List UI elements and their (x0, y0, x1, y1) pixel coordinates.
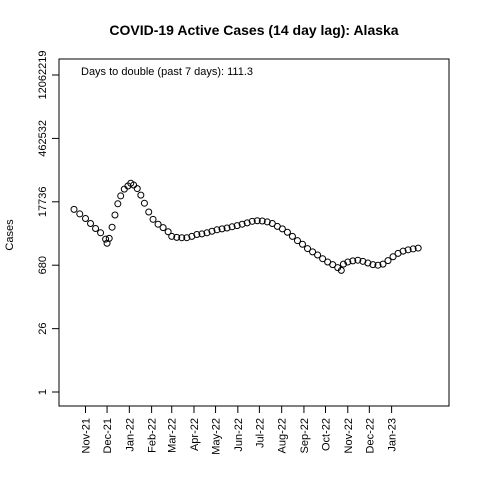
data-point (293, 237, 301, 245)
data-point (193, 230, 201, 238)
data-point (288, 232, 296, 240)
data-point (299, 240, 307, 248)
data-point (369, 261, 377, 269)
data-point (87, 220, 95, 228)
data-point (81, 215, 89, 223)
x-tick-label: Apr-22 (189, 418, 201, 451)
data-point (258, 217, 266, 225)
x-tick-label: Dec-22 (364, 418, 376, 453)
x-tick-label: Jun-22 (233, 418, 245, 452)
data-point (97, 229, 105, 237)
data-point (164, 228, 172, 236)
data-point (137, 191, 145, 199)
data-point (243, 219, 251, 227)
data-point (108, 223, 116, 231)
data-point (404, 246, 412, 254)
data-point (154, 220, 162, 228)
x-axis: Nov-21 Dec-21 Jan-22 Feb-22 Mar-22 Apr-22 May-… (80, 406, 399, 455)
data-point (344, 258, 352, 266)
data-points (70, 179, 422, 274)
data-point (117, 192, 125, 200)
data-point (339, 260, 347, 268)
data-point (349, 257, 357, 265)
x-tick-label: Dec-21 (102, 418, 114, 453)
data-point (203, 229, 211, 237)
data-point (384, 257, 392, 265)
data-point (374, 261, 382, 269)
data-point (379, 260, 387, 268)
data-point (140, 199, 148, 207)
data-point (319, 255, 327, 263)
x-tick-label: Oct-22 (320, 418, 332, 451)
y-axis-label: Cases (4, 219, 16, 251)
doubling-annotation: Days to double (past 7 days): 111.3 (81, 66, 253, 78)
y-tick-label: 462532 (37, 120, 49, 157)
data-point (223, 224, 231, 232)
data-point (76, 210, 84, 218)
data-point (70, 205, 78, 213)
data-point (228, 223, 236, 231)
y-axis: 1 26 680 17736 462532 12062219 (37, 51, 59, 395)
y-tick-label: 26 (37, 323, 49, 335)
x-tick-label: Nov-21 (80, 418, 92, 453)
data-point (198, 230, 206, 238)
data-point (159, 224, 167, 232)
data-point (364, 259, 372, 267)
data-point (314, 251, 322, 259)
data-point (263, 218, 271, 226)
data-point (399, 247, 407, 255)
data-point (253, 217, 261, 225)
data-point (389, 253, 397, 261)
data-point (414, 244, 422, 252)
data-point (354, 256, 362, 264)
data-point (178, 234, 186, 242)
y-tick-label: 680 (37, 256, 49, 274)
x-tick-label: Sep-22 (299, 418, 311, 453)
data-point (145, 208, 153, 216)
data-point (168, 232, 176, 240)
data-point (409, 245, 417, 253)
data-point (114, 200, 122, 208)
data-point (133, 185, 141, 193)
data-point (304, 245, 312, 253)
data-point (105, 234, 113, 242)
x-tick-label: Feb-22 (147, 418, 159, 453)
data-point (208, 227, 216, 235)
data-point (238, 220, 246, 228)
data-point (111, 211, 119, 219)
x-tick-label: May-22 (211, 418, 223, 455)
data-point (337, 266, 345, 274)
x-tick-label: Jul-22 (254, 418, 266, 448)
data-point (278, 225, 286, 233)
data-point (183, 234, 191, 242)
plot-frame (58, 58, 450, 407)
data-point (149, 215, 157, 223)
data-point (329, 261, 337, 269)
chart-title: COVID-19 Active Cases (14 day lag): Alas… (109, 22, 398, 38)
y-tick-label: 17736 (37, 187, 49, 218)
data-point (102, 235, 110, 243)
data-point (309, 248, 317, 256)
y-tick-label: 1 (37, 389, 49, 395)
data-point (248, 217, 256, 225)
x-tick-label: Jan-23 (387, 418, 399, 452)
data-point (173, 233, 181, 241)
data-point (218, 225, 226, 233)
y-tick-label: 12062219 (37, 51, 49, 100)
data-point (92, 224, 100, 232)
data-point (130, 181, 138, 189)
x-tick-label: Aug-22 (277, 418, 289, 453)
data-point (268, 220, 276, 228)
x-tick-label: Mar-22 (167, 418, 179, 453)
x-tick-label: Jan-22 (124, 418, 136, 452)
data-point (283, 228, 291, 236)
data-point (233, 222, 241, 230)
data-point (213, 226, 221, 234)
x-tick-label: Nov-22 (343, 418, 355, 453)
